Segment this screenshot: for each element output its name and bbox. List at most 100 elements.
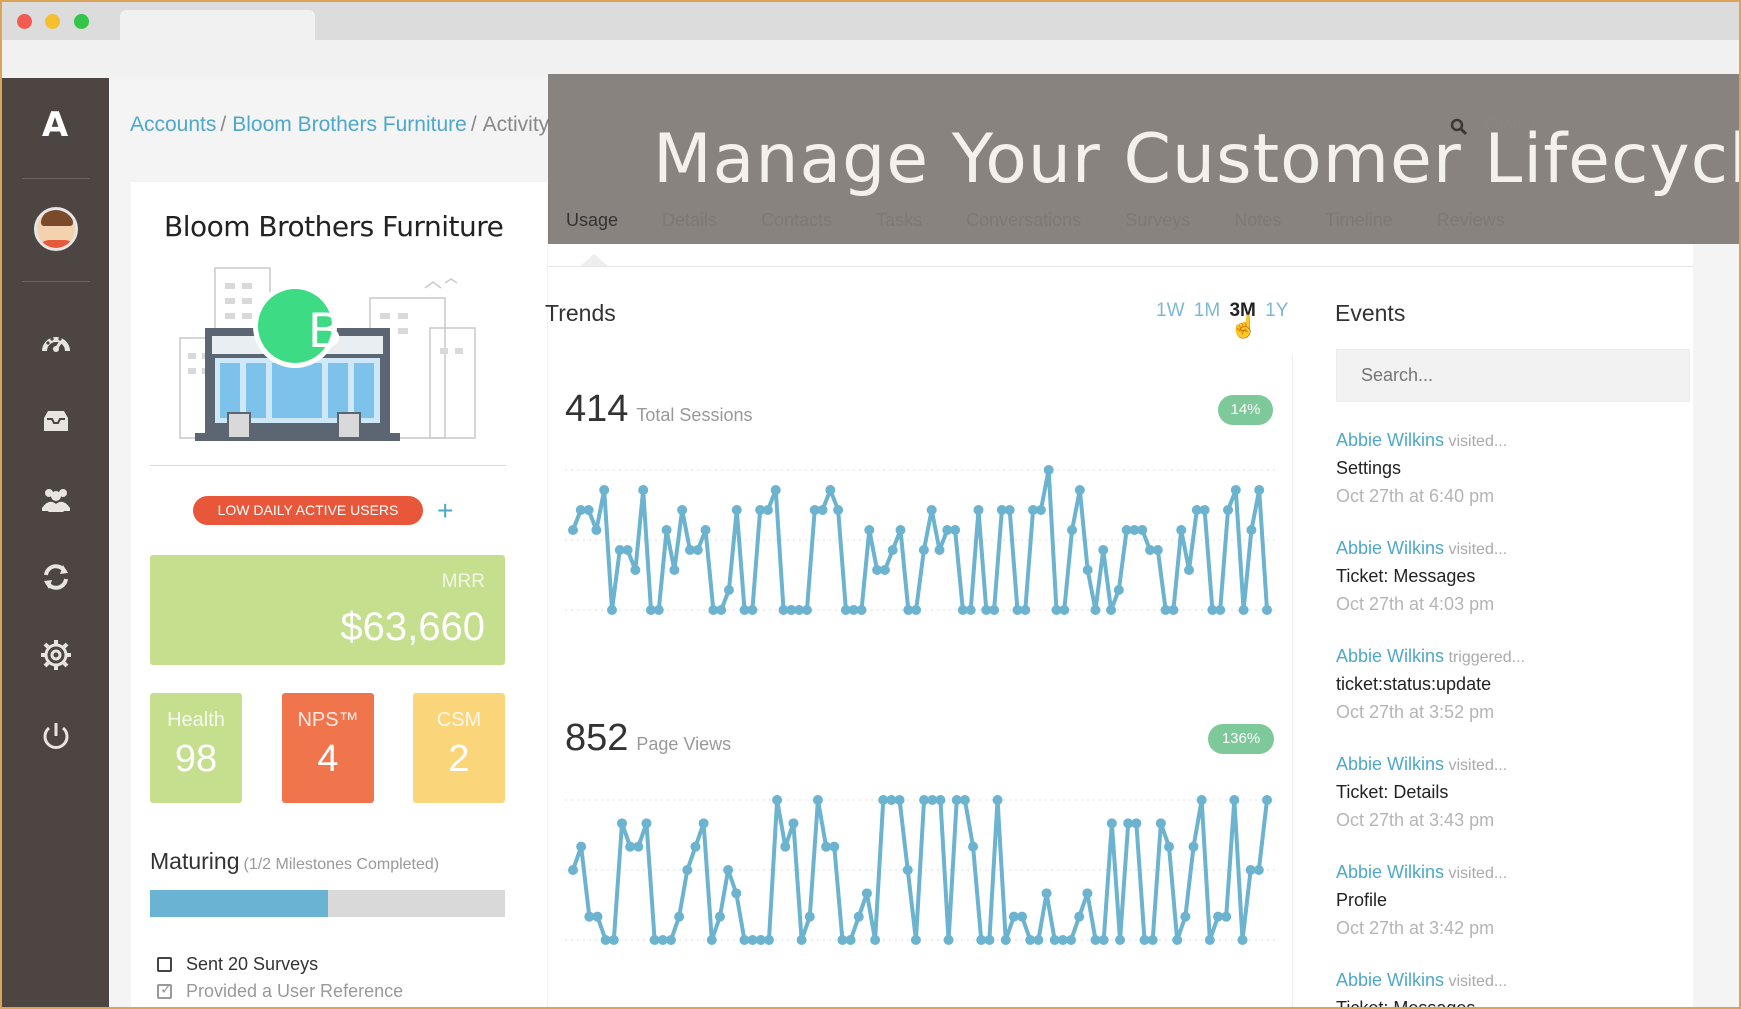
tab-surveys[interactable]: Surveys bbox=[1125, 210, 1191, 230]
chart-point[interactable] bbox=[674, 911, 685, 922]
chart-point[interactable] bbox=[608, 935, 619, 945]
top-search-input[interactable]: Search... bbox=[1484, 116, 1549, 133]
chart-point[interactable] bbox=[591, 525, 602, 535]
events-search-input[interactable] bbox=[1336, 349, 1690, 402]
chart-point[interactable] bbox=[1237, 935, 1248, 945]
chart-point[interactable] bbox=[1115, 935, 1126, 945]
chart-point[interactable] bbox=[848, 605, 859, 615]
chart-point[interactable] bbox=[575, 505, 586, 515]
chart-point[interactable] bbox=[1188, 841, 1199, 852]
chart-point[interactable] bbox=[878, 795, 889, 805]
chart-point[interactable] bbox=[879, 565, 890, 575]
low-daily-active-users-badge[interactable]: LOW DAILY ACTIVE USERS bbox=[193, 496, 423, 525]
event-item[interactable]: Abbie Wilkins triggered... ticket:status… bbox=[1336, 646, 1696, 723]
tab-notes[interactable]: Notes bbox=[1234, 210, 1282, 230]
chart-point[interactable] bbox=[918, 545, 929, 555]
tab-tasks[interactable]: Tasks bbox=[876, 210, 923, 230]
chart-point[interactable] bbox=[1137, 525, 1148, 535]
chart-point[interactable] bbox=[747, 605, 758, 615]
chart-point[interactable] bbox=[861, 888, 872, 899]
chart-point[interactable] bbox=[856, 605, 867, 615]
chart-point[interactable] bbox=[592, 911, 603, 922]
chart-point[interactable] bbox=[653, 605, 664, 615]
chart-point[interactable] bbox=[770, 485, 781, 495]
chart-point[interactable] bbox=[1043, 465, 1054, 475]
dashboard-gauge-icon[interactable] bbox=[38, 326, 74, 362]
chart-point[interactable] bbox=[895, 525, 906, 535]
chart-point[interactable] bbox=[973, 505, 984, 515]
chart-point[interactable] bbox=[1147, 935, 1158, 945]
chart-point[interactable] bbox=[903, 605, 914, 615]
maximize-window-button[interactable] bbox=[74, 14, 89, 29]
chart-point[interactable] bbox=[965, 605, 976, 615]
chart-point[interactable] bbox=[1082, 565, 1093, 575]
chart-point[interactable] bbox=[692, 545, 703, 555]
chart-point[interactable] bbox=[780, 841, 791, 852]
chart-point[interactable] bbox=[853, 911, 864, 922]
chart-point[interactable] bbox=[1020, 605, 1031, 615]
chart-point[interactable] bbox=[1074, 911, 1085, 922]
chart-point[interactable] bbox=[723, 585, 734, 595]
chart-point[interactable] bbox=[817, 505, 828, 515]
chart-point[interactable] bbox=[747, 935, 758, 945]
chart-point[interactable] bbox=[959, 795, 970, 805]
chart-point[interactable] bbox=[786, 605, 797, 615]
chart-point[interactable] bbox=[1180, 911, 1191, 922]
chart-point[interactable] bbox=[821, 841, 832, 852]
chart-point[interactable] bbox=[872, 565, 883, 575]
chart-point[interactable] bbox=[837, 935, 848, 945]
chart-point[interactable] bbox=[755, 505, 766, 515]
chart-point[interactable] bbox=[1098, 545, 1109, 555]
chart-point[interactable] bbox=[864, 525, 875, 535]
chart-point[interactable] bbox=[622, 545, 633, 555]
chart-point[interactable] bbox=[641, 818, 652, 829]
checklist-item[interactable]: Provided a User Reference bbox=[157, 980, 403, 1002]
chart-point[interactable] bbox=[576, 841, 587, 852]
chart-point[interactable] bbox=[1041, 888, 1052, 899]
event-item[interactable]: Abbie Wilkins visited... Ticket: Details… bbox=[1336, 754, 1696, 831]
event-item[interactable]: Abbie Wilkins visited... Settings Oct 27… bbox=[1336, 430, 1696, 507]
chart-point[interactable] bbox=[992, 795, 1003, 805]
chart-point[interactable] bbox=[981, 605, 992, 615]
chart-point[interactable] bbox=[1213, 911, 1224, 922]
chart-point[interactable] bbox=[1066, 935, 1077, 945]
chart-point[interactable] bbox=[1025, 935, 1036, 945]
tab-usage[interactable]: Usage bbox=[566, 210, 619, 230]
chart-point[interactable] bbox=[665, 935, 676, 945]
tab-timeline[interactable]: Timeline bbox=[1325, 210, 1393, 230]
chart-point[interactable] bbox=[1074, 485, 1085, 495]
chart-point[interactable] bbox=[1164, 841, 1175, 852]
chart-point[interactable] bbox=[1004, 505, 1015, 515]
chart-point[interactable] bbox=[1184, 565, 1195, 575]
range-3m[interactable]: 3M bbox=[1229, 300, 1256, 321]
chart-point[interactable] bbox=[1123, 818, 1134, 829]
chart-point[interactable] bbox=[942, 525, 953, 535]
range-1w[interactable]: 1W bbox=[1156, 300, 1185, 321]
chart-point[interactable] bbox=[1008, 911, 1019, 922]
browser-tab[interactable] bbox=[120, 10, 315, 42]
chart-point[interactable] bbox=[1262, 605, 1272, 615]
chart-point[interactable] bbox=[845, 935, 856, 945]
chart-point[interactable] bbox=[568, 525, 578, 535]
chart-point[interactable] bbox=[1129, 525, 1140, 535]
chart-point[interactable] bbox=[902, 865, 913, 875]
chart-point[interactable] bbox=[1176, 525, 1187, 535]
chart-point[interactable] bbox=[1017, 911, 1028, 922]
chart-point[interactable] bbox=[1199, 505, 1210, 515]
chart-point[interactable] bbox=[645, 605, 656, 615]
chart-point[interactable] bbox=[804, 911, 815, 922]
minimize-window-button[interactable] bbox=[45, 14, 60, 29]
chart-point[interactable] bbox=[708, 605, 719, 615]
chart-point[interactable] bbox=[950, 525, 961, 535]
avatar[interactable] bbox=[34, 207, 78, 251]
chart-point[interactable] bbox=[1035, 505, 1046, 515]
breadcrumb-company[interactable]: Bloom Brothers Furniture bbox=[232, 113, 467, 136]
checkbox-icon[interactable] bbox=[157, 957, 172, 972]
chart-point[interactable] bbox=[801, 605, 812, 615]
chart-point[interactable] bbox=[1131, 818, 1142, 829]
chart-point[interactable] bbox=[606, 605, 617, 615]
checkbox-checked-icon[interactable] bbox=[157, 980, 173, 999]
chart-point[interactable] bbox=[1033, 935, 1044, 945]
chart-point[interactable] bbox=[796, 935, 807, 945]
chart-point[interactable] bbox=[1168, 605, 1179, 615]
